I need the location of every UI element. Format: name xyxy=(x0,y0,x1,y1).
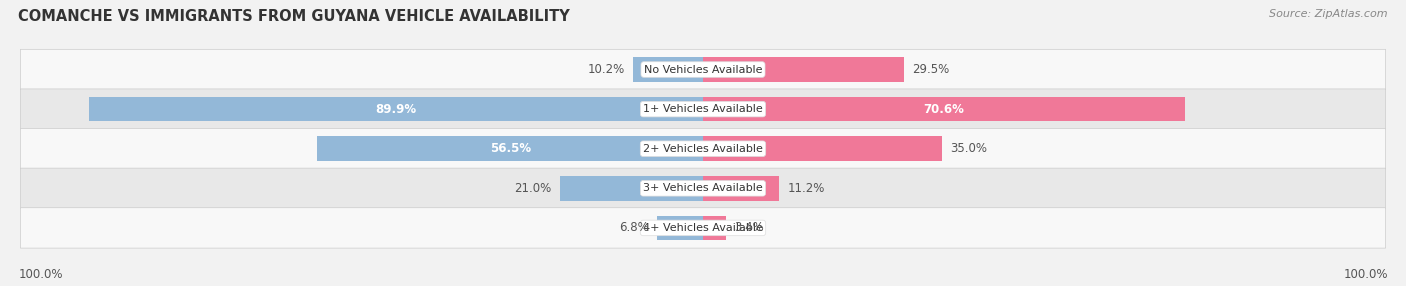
Text: 35.0%: 35.0% xyxy=(950,142,987,155)
FancyBboxPatch shape xyxy=(21,208,1385,248)
Bar xyxy=(657,216,703,240)
Bar xyxy=(703,216,727,240)
Bar xyxy=(318,136,703,161)
Text: 6.8%: 6.8% xyxy=(619,221,648,235)
FancyBboxPatch shape xyxy=(21,89,1385,129)
Text: 11.2%: 11.2% xyxy=(787,182,825,195)
FancyBboxPatch shape xyxy=(21,49,1385,90)
Bar xyxy=(703,176,779,200)
Bar xyxy=(703,57,904,82)
Text: Source: ZipAtlas.com: Source: ZipAtlas.com xyxy=(1270,9,1388,19)
Bar xyxy=(703,136,942,161)
Text: 89.9%: 89.9% xyxy=(375,103,416,116)
Text: No Vehicles Available: No Vehicles Available xyxy=(644,65,762,75)
Text: 2+ Vehicles Available: 2+ Vehicles Available xyxy=(643,144,763,154)
Bar xyxy=(560,176,703,200)
FancyBboxPatch shape xyxy=(21,128,1385,169)
Text: 70.6%: 70.6% xyxy=(924,103,965,116)
Text: 10.2%: 10.2% xyxy=(588,63,626,76)
Bar xyxy=(90,97,703,121)
Text: 29.5%: 29.5% xyxy=(912,63,950,76)
Text: 100.0%: 100.0% xyxy=(18,268,63,281)
Text: COMANCHE VS IMMIGRANTS FROM GUYANA VEHICLE AVAILABILITY: COMANCHE VS IMMIGRANTS FROM GUYANA VEHIC… xyxy=(18,9,569,23)
Text: 56.5%: 56.5% xyxy=(489,142,530,155)
FancyBboxPatch shape xyxy=(21,168,1385,208)
Text: 3.4%: 3.4% xyxy=(734,221,763,235)
Bar xyxy=(703,97,1185,121)
Text: 1+ Vehicles Available: 1+ Vehicles Available xyxy=(643,104,763,114)
Text: 100.0%: 100.0% xyxy=(1343,268,1388,281)
Bar xyxy=(633,57,703,82)
Text: 4+ Vehicles Available: 4+ Vehicles Available xyxy=(643,223,763,233)
Text: 21.0%: 21.0% xyxy=(515,182,551,195)
Text: 3+ Vehicles Available: 3+ Vehicles Available xyxy=(643,183,763,193)
